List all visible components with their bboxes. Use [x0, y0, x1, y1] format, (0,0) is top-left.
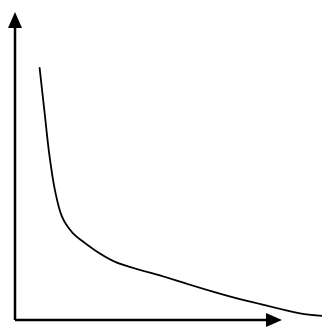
data-curve [38, 67, 322, 317]
y-axis-arrowhead [8, 12, 22, 28]
x-axis-arrowhead [266, 313, 282, 327]
